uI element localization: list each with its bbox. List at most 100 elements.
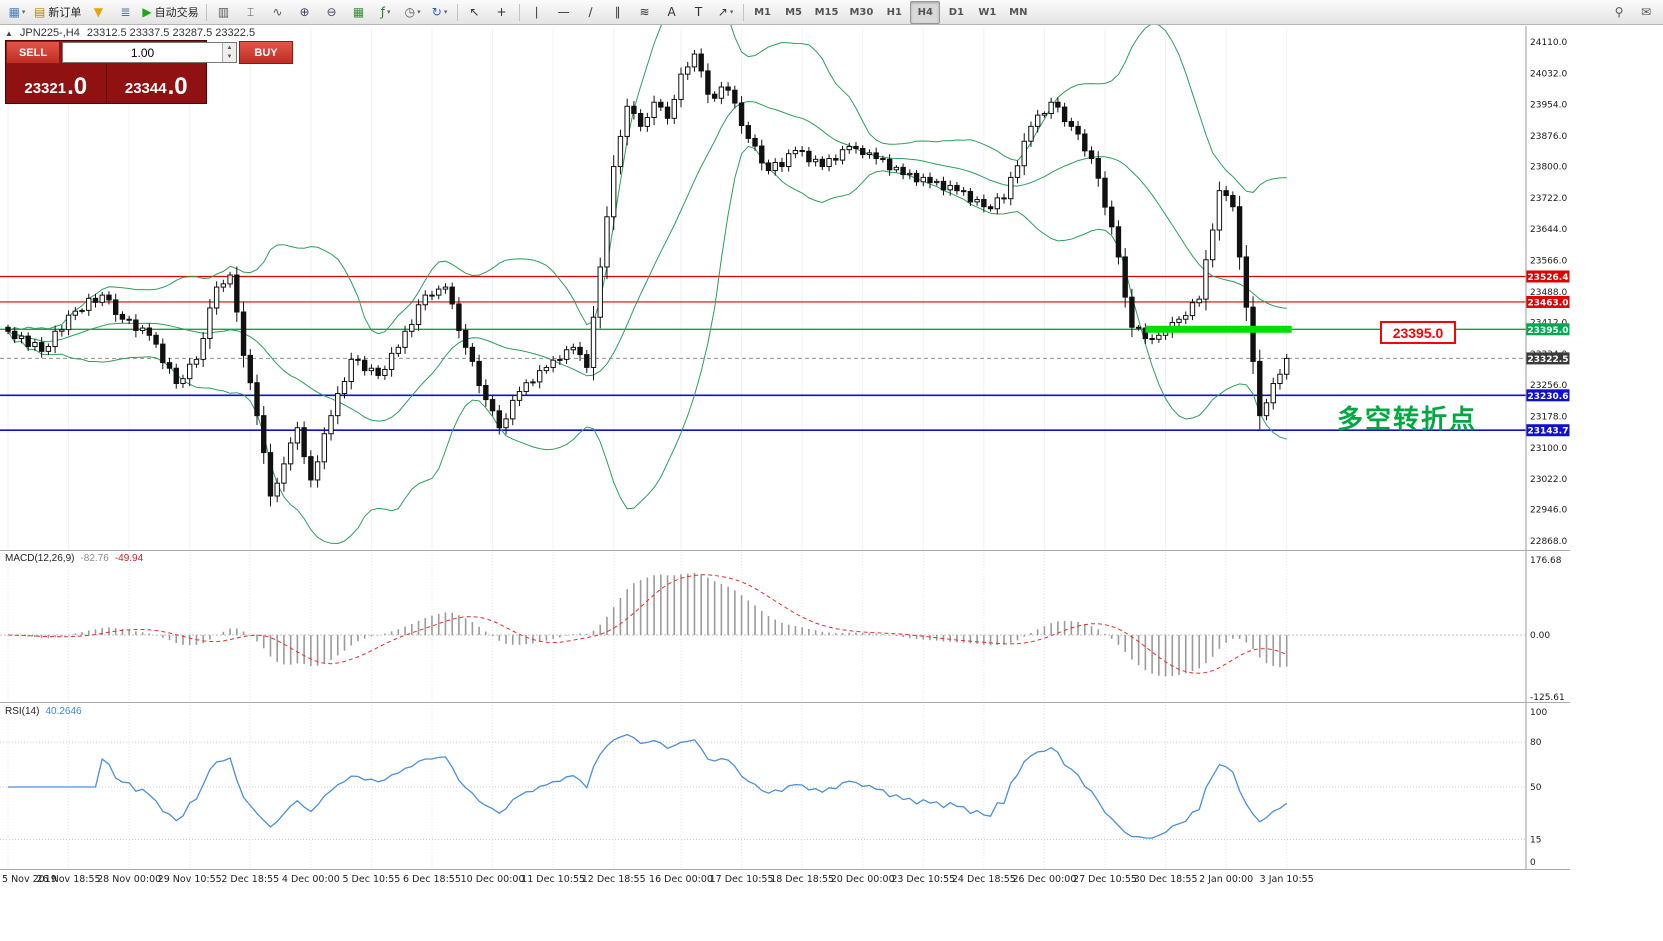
periods-icon[interactable]: ◷ ▾ xyxy=(404,5,421,19)
mail-icon[interactable]: ✉ xyxy=(1640,5,1652,19)
macd-pane: 176.68 0.00 -125.61 xyxy=(0,556,1565,703)
volume-down-icon[interactable]: ▼ xyxy=(223,52,236,62)
svg-text:23395.0: 23395.0 xyxy=(1528,326,1569,336)
timeline-label: 23 Dec 10:55 xyxy=(891,874,955,885)
arrows-icon[interactable]: ↗ ▾ xyxy=(717,5,734,19)
svg-text:100: 100 xyxy=(1530,708,1547,718)
timeline-label: 26 Nov 18:55 xyxy=(37,874,101,885)
level-lines[interactable] xyxy=(0,275,1526,432)
time-axis[interactable] xyxy=(0,870,1526,890)
equidistant-channel-icon[interactable]: ∥ xyxy=(614,5,621,19)
volume-up-icon[interactable]: ▲ xyxy=(223,43,236,53)
price-badge xyxy=(1526,352,1570,365)
timeframe-m5[interactable]: M5 xyxy=(785,6,803,18)
macd-label: MACD(12,26,9) -82.76 -49.94 xyxy=(5,553,143,564)
timeframe-w1[interactable]: W1 xyxy=(978,6,997,18)
price-axis-label: 23022.0 xyxy=(1530,475,1567,485)
one-click-trading-panel: SELL ▲ ▼ BUY 23321.0 23344.0 xyxy=(5,40,293,104)
time-axis-labels: 5 Nov 201926 Nov 18:5528 Nov 00:0029 Nov… xyxy=(2,874,1314,885)
main-toolbar: ▦ ▾ ▤ 新订单 ▼ ≣ ▶ 自动交易 ▥ ⌶ ∿ ⊕ ⊖ ▦ ƒ ▾ ◷ ▾ ↻ ▾ ↖ + ∣ — ∕ ∥ ≋ A T ↗ ▾ M1 M5… xyxy=(0,0,1663,25)
timeline-label: 24 Dec 18:55 xyxy=(952,874,1016,885)
svg-text:23322.5: 23322.5 xyxy=(1528,355,1569,365)
timeframe-m30[interactable]: M30 xyxy=(849,6,874,18)
search-icon[interactable]: ⚲ xyxy=(1614,5,1624,19)
buy-price[interactable]: 23344.0 xyxy=(107,64,207,103)
timeline-label: 28 Nov 00:00 xyxy=(97,874,161,885)
rsi-name: RSI(14) xyxy=(5,706,40,717)
price-axis-label: 23256.0 xyxy=(1530,381,1567,391)
svg-text:0.00: 0.00 xyxy=(1530,631,1550,641)
buy-button[interactable]: BUY xyxy=(239,41,293,64)
toolbar-separator xyxy=(742,3,744,21)
tile-windows-icon[interactable]: ▦ xyxy=(352,5,365,19)
svg-text:23230.6: 23230.6 xyxy=(1528,392,1569,402)
chart-windows-icon[interactable]: ▦ ▾ xyxy=(8,5,26,19)
timeline-label: 5 Nov 2019 xyxy=(2,874,57,885)
sell-price[interactable]: 23321.0 xyxy=(6,64,107,103)
timeframe-m15[interactable]: M15 xyxy=(814,6,839,18)
highlight-zone[interactable] xyxy=(1145,325,1292,333)
chart-window-icon: ▲ xyxy=(5,28,13,38)
svg-text:15: 15 xyxy=(1530,836,1541,846)
horizontal-line-icon[interactable]: — xyxy=(557,5,570,19)
svg-text:23463.0: 23463.0 xyxy=(1528,298,1569,308)
timeline-label: 16 Dec 00:00 xyxy=(649,874,713,885)
text-icon[interactable]: A xyxy=(667,5,676,19)
rsi-value: 40.2646 xyxy=(45,706,82,717)
volume-input[interactable] xyxy=(63,43,222,62)
line-chart-icon[interactable]: ∿ xyxy=(272,5,283,19)
svg-text:23526.4: 23526.4 xyxy=(1528,273,1569,283)
timeline-label: 17 Dec 10:55 xyxy=(710,874,774,885)
market-watch-icon[interactable]: ▼ xyxy=(93,5,103,19)
buy-price-dec: .0 xyxy=(167,73,188,100)
text-label-icon[interactable]: T xyxy=(694,5,703,19)
vertical-line-icon[interactable]: ∣ xyxy=(533,5,540,19)
trendline-icon[interactable]: ∕ xyxy=(588,5,593,19)
autotrading-button[interactable]: ▶ 自动交易 xyxy=(142,5,199,19)
price-axis-label: 23566.0 xyxy=(1530,257,1567,267)
indicators-icon[interactable]: ƒ ▾ xyxy=(380,5,391,19)
macd-main-value: -82.76 xyxy=(80,553,109,564)
candlestick-chart-icon[interactable]: ⌶ xyxy=(246,5,255,19)
sell-price-int: 23321 xyxy=(24,80,67,98)
bollinger-lower xyxy=(7,145,1287,545)
price-badge xyxy=(1526,295,1570,308)
bar-chart-icon[interactable]: ▥ xyxy=(217,5,230,19)
timeline-label: 2 Jan 00:00 xyxy=(1199,874,1253,885)
timeline-label: 10 Dec 00:00 xyxy=(461,874,525,885)
timeframe-m1[interactable]: M1 xyxy=(754,6,772,18)
timeframe-d1[interactable]: D1 xyxy=(948,6,964,18)
price-axis-label: 23722.0 xyxy=(1530,194,1567,204)
timeline-label: 30 Dec 18:55 xyxy=(1134,874,1198,885)
new-order-button[interactable]: ▤ 新订单 xyxy=(34,5,82,19)
depth-of-market-icon[interactable]: ≣ xyxy=(120,5,131,19)
price-badge xyxy=(1526,270,1570,283)
gridlines xyxy=(7,28,1288,868)
cursor-icon[interactable]: ↖ xyxy=(469,5,480,19)
price-axis-label: 23954.0 xyxy=(1530,101,1567,111)
sell-price-dec: .0 xyxy=(67,73,88,100)
fibonacci-icon[interactable]: ≋ xyxy=(639,5,650,19)
svg-text:50: 50 xyxy=(1530,783,1542,793)
sell-button[interactable]: SELL xyxy=(6,41,60,64)
timeline-label: 12 Dec 18:55 xyxy=(582,874,646,885)
price-axis[interactable] xyxy=(1526,26,1596,870)
templates-icon[interactable]: ↻ ▾ xyxy=(431,5,448,19)
zoom-out-icon[interactable]: ⊖ xyxy=(326,5,337,19)
price-callout-label[interactable]: 23395.0 xyxy=(1380,321,1456,344)
timeframe-mn[interactable]: MN xyxy=(1009,6,1028,18)
crosshair-icon[interactable]: + xyxy=(496,5,507,19)
rsi-pane: 100 80 50 15 0 xyxy=(0,708,1547,868)
zoom-in-icon[interactable]: ⊕ xyxy=(299,5,310,19)
turning-point-annotation[interactable]: 多空转折点 xyxy=(1337,404,1478,434)
timeframe-h1[interactable]: H1 xyxy=(886,6,902,18)
timeline-label: 3 Jan 10:55 xyxy=(1260,874,1314,885)
timeframe-h4[interactable]: H4 xyxy=(910,0,941,24)
price-badge xyxy=(1526,389,1570,402)
chart-ohlc-values: 23312.5 23337.5 23287.5 23322.5 xyxy=(86,27,256,39)
timeline-label: 4 Dec 00:00 xyxy=(282,874,340,885)
price-axis-label: 23800.0 xyxy=(1530,163,1567,173)
toolbar-separator xyxy=(518,3,520,21)
price-axis-label: 23100.0 xyxy=(1530,444,1567,454)
